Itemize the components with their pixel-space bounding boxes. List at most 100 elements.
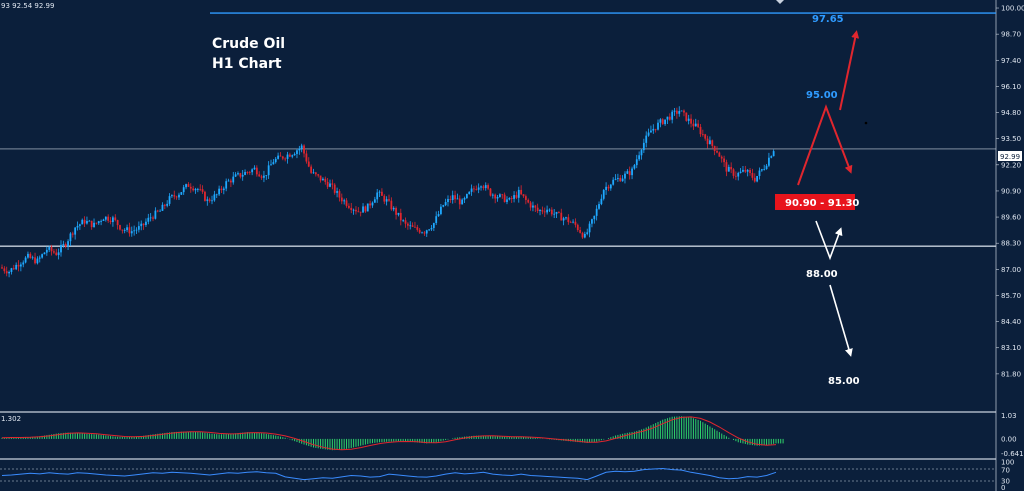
candle-body — [114, 217, 117, 221]
candle-body — [109, 220, 112, 223]
candle-body — [739, 171, 742, 173]
macd-tick-label: -0.641 — [1001, 450, 1024, 458]
horizontal-levels — [0, 12, 996, 247]
candle-body — [100, 220, 103, 222]
candle-body — [208, 199, 211, 202]
candle-body — [451, 195, 454, 201]
candle-body — [463, 197, 466, 200]
macd-tick-label: 1.03 — [1001, 412, 1017, 420]
price-tick-label: 92.20 — [1001, 161, 1021, 169]
candle-body — [343, 200, 346, 202]
candle-body — [749, 169, 751, 174]
candle-body — [303, 145, 305, 154]
candle-body — [64, 243, 67, 247]
candle-body — [8, 271, 10, 274]
candle-body — [536, 207, 539, 212]
candle-body — [444, 202, 447, 206]
candle-body — [293, 153, 296, 156]
candle-body — [376, 192, 379, 200]
candle-body — [447, 198, 449, 203]
candle-body — [678, 111, 681, 114]
candle-body — [442, 205, 445, 207]
candle-body — [567, 217, 570, 223]
candle-body — [517, 189, 520, 198]
candle-body — [147, 217, 150, 222]
candle-body — [62, 243, 65, 245]
candle-body — [562, 218, 565, 221]
candle-body — [730, 166, 733, 170]
candle-body — [449, 198, 452, 201]
candle-body — [171, 195, 173, 197]
candle-body — [154, 210, 157, 219]
candle-body — [744, 169, 747, 172]
candle-body — [746, 169, 749, 172]
candle-body — [406, 223, 409, 226]
candle-body — [720, 156, 723, 159]
candle-body — [232, 176, 235, 183]
candle-body — [385, 199, 388, 202]
candle-body — [432, 223, 435, 228]
candle-body — [499, 194, 501, 197]
rsi-tick-label: 70 — [1001, 467, 1010, 475]
candle-body — [454, 195, 456, 200]
candle-body — [265, 175, 268, 176]
candle-body — [163, 204, 166, 206]
candle-body — [213, 194, 216, 201]
candle-body — [760, 169, 763, 171]
candle-body — [81, 219, 84, 225]
candle-body — [357, 211, 360, 213]
candle-body — [753, 177, 756, 182]
candle-body — [88, 220, 91, 222]
candle-body — [204, 191, 206, 201]
candle-body — [614, 178, 617, 180]
candle-body — [711, 140, 714, 146]
candle-body — [255, 167, 258, 175]
candle-body — [263, 175, 265, 178]
candle-body — [699, 126, 702, 135]
candle-body — [534, 205, 537, 208]
candle-body — [133, 230, 136, 232]
candle-body — [574, 221, 577, 225]
macd-tick-labels: 1.03 0.00 -0.641 — [1001, 412, 1024, 458]
candle-body — [229, 180, 232, 183]
candle-body — [102, 219, 105, 221]
candle-body — [373, 199, 376, 203]
candle-body — [647, 132, 650, 136]
support-zone-box — [775, 194, 855, 210]
candle-body — [586, 232, 589, 234]
candle-body — [218, 188, 220, 195]
candle-body — [227, 180, 230, 182]
candle-body — [668, 116, 671, 120]
candle-body — [654, 128, 657, 130]
candle-body — [624, 173, 626, 179]
candle-body — [659, 119, 662, 123]
rsi-tick-label: 30 — [1001, 477, 1010, 485]
candle-body — [307, 161, 310, 167]
candle-body — [732, 169, 735, 176]
candle-body — [145, 221, 147, 226]
candle-body — [135, 229, 138, 231]
candle-body — [284, 158, 287, 160]
candle-body — [149, 217, 152, 219]
candle-body — [43, 252, 46, 255]
target-label-97-65: 97.65 — [812, 14, 844, 25]
candle-body — [112, 217, 114, 223]
candle-body — [29, 253, 32, 258]
candle-body — [609, 184, 612, 189]
candle-body — [225, 181, 228, 189]
candle-body — [569, 222, 572, 223]
candle-body — [742, 169, 744, 172]
candle-body — [430, 227, 433, 230]
candle-body — [697, 123, 700, 127]
candle-body — [286, 154, 289, 159]
candle-body — [272, 162, 275, 165]
price-tick-label: 90.90 — [1001, 187, 1021, 195]
candle-body — [291, 155, 294, 157]
candle-body — [713, 145, 716, 152]
candle-body — [22, 262, 25, 265]
candle-body — [388, 199, 390, 201]
chart-title-line1: Crude Oil — [212, 36, 285, 52]
candle-body — [704, 134, 707, 139]
candle-body — [182, 187, 185, 193]
